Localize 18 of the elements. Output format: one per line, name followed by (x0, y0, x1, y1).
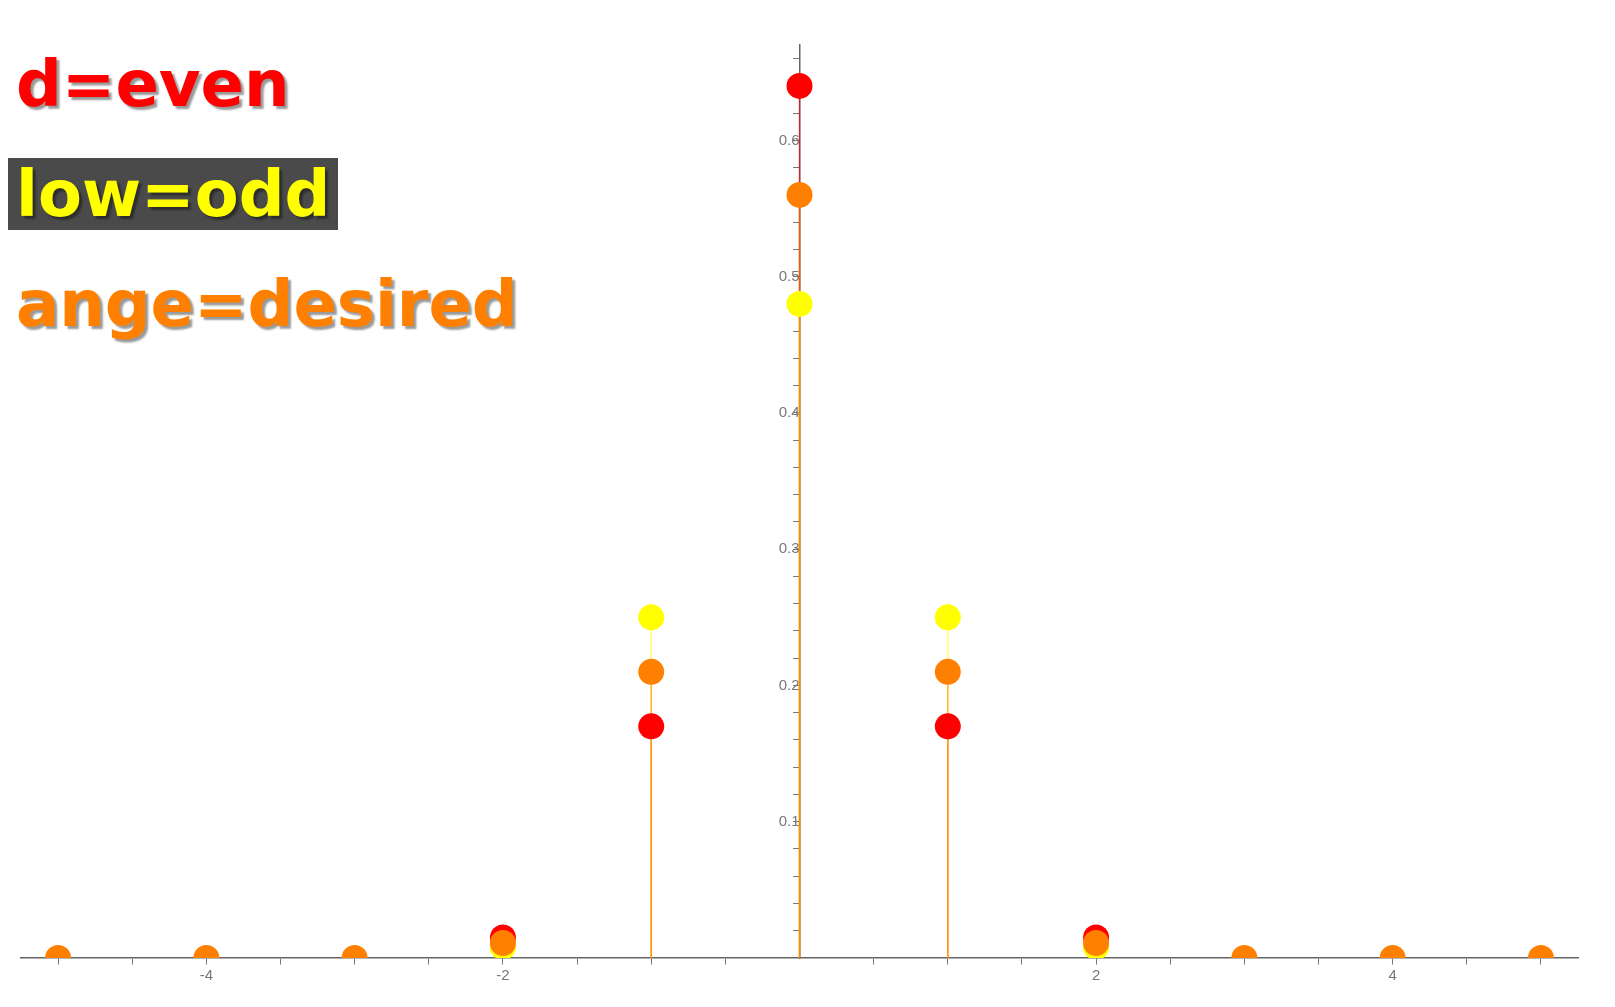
point (934, 604, 961, 631)
point (934, 658, 961, 685)
point (934, 713, 961, 740)
text: ange=desired (15, 267, 519, 341)
point (638, 658, 665, 685)
text: low=odd (8, 157, 339, 231)
point (786, 181, 813, 208)
y-tick-label: 0.5 (778, 266, 800, 284)
text: d=even (15, 47, 291, 121)
point (786, 72, 813, 99)
point (638, 604, 665, 631)
x-tick-label: 4 (1388, 966, 1397, 984)
point (638, 713, 665, 740)
point (786, 290, 813, 317)
x-tick-label: 2 (1091, 966, 1101, 984)
x-tick-label: -4 (199, 966, 214, 984)
x-tick-label: -2 (496, 966, 510, 984)
y-tick-label: 0.6 (778, 130, 800, 148)
